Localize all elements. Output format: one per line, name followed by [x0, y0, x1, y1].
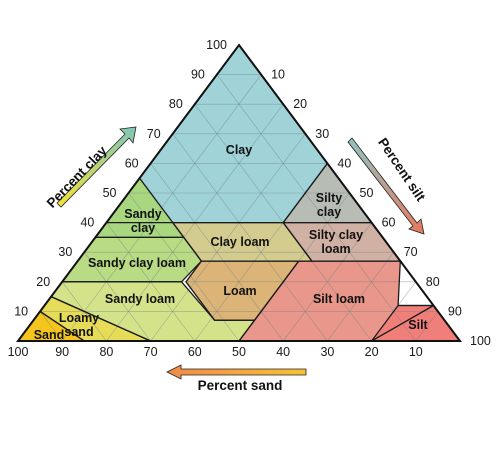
region-label-line: Silt	[408, 318, 428, 332]
clay-tick-label: 100	[206, 38, 227, 52]
region-label-silt: Silt	[408, 318, 428, 332]
region-label-silty-clay: Silty clay	[316, 191, 342, 219]
sand-tick-label: 70	[144, 345, 158, 359]
region-label-line: clay	[131, 221, 155, 235]
region-label-line: Sandy clay loam	[88, 256, 186, 270]
sand-tick-label: 90	[55, 345, 69, 359]
sand-tick-label: 10	[409, 345, 423, 359]
sand-tick-label: 100	[8, 345, 29, 359]
region-label-line: Clay loam	[210, 235, 269, 249]
silt-tick-label: 100	[470, 334, 491, 348]
region-label-line: sand	[64, 325, 93, 339]
grid-line-sand	[84, 252, 151, 342]
sand-tick-label: 60	[188, 345, 202, 359]
grid-line-silt	[150, 133, 306, 342]
region-label-line: Sandy	[124, 207, 162, 221]
clay-axis-title: Percent clay	[44, 143, 110, 211]
silt-tick-label: 30	[315, 127, 329, 141]
region-label-line: Silty	[316, 191, 342, 205]
clay-tick-label: 30	[58, 245, 72, 259]
sand-tick-label: 30	[320, 345, 334, 359]
region-label-clay: Clay	[226, 143, 252, 157]
axis-ticks: 10 20 30 40 50 60 70 80 90 100 10 20 30 40 50 60 70 80 90 1…	[8, 38, 491, 359]
clay-tick-label: 80	[169, 97, 183, 111]
sand-axis-title: Percent sand	[198, 378, 283, 393]
clay-axis-arrow	[56, 126, 137, 208]
region-label-line: Sandy loam	[105, 292, 175, 306]
silt-tick-label: 10	[271, 68, 285, 82]
region-label-loam: Loam	[223, 284, 256, 298]
silt-tick-label: 70	[404, 245, 418, 259]
silt-axis-title: Percent silt	[375, 135, 428, 204]
region-label-line: Silt loam	[313, 292, 365, 306]
region-label-clay-loam: Clay loam	[210, 235, 269, 249]
clay-tick-label: 70	[147, 127, 161, 141]
region-label-line: Sand	[34, 328, 65, 342]
sand-axis-arrow	[166, 364, 307, 380]
triangle-outline	[16, 43, 462, 342]
grid-line-silt	[282, 222, 372, 342]
silt-tick-label: 40	[337, 156, 351, 170]
silt-tick-label: 80	[426, 275, 440, 289]
region-label-sandy-clay: Sandy clay	[124, 207, 162, 235]
silt-tick-label: 20	[293, 97, 307, 111]
grid-line-silt	[415, 311, 439, 342]
clay-tick-label: 90	[191, 68, 205, 82]
sand-tick-label: 40	[276, 345, 290, 359]
grid-line-silt	[327, 252, 394, 342]
region-label-line: clay	[317, 205, 341, 219]
grid-line-sand	[128, 192, 240, 342]
region-label-sandy-clay-loam: Sandy clay loam	[88, 256, 186, 270]
silt-tick-label: 90	[448, 304, 462, 318]
clay-tick-label: 50	[103, 186, 117, 200]
region-silt-loam	[239, 261, 434, 341]
region-label-silt-loam: Silt loam	[313, 292, 365, 306]
region-label-line: Loamy	[59, 311, 99, 325]
sand-tick-label: 50	[232, 345, 246, 359]
region-label-silty-clay-loam: Silty clay loam	[309, 228, 363, 256]
region-label-line: Silty clay	[309, 228, 363, 242]
region-label-sand: Sand	[34, 328, 65, 342]
region-sandy-clay-loam	[62, 237, 202, 282]
region-loam	[186, 261, 299, 321]
sand-tick-label: 80	[99, 345, 113, 359]
grid-line-sand	[172, 133, 328, 342]
clay-tick-label: 40	[80, 216, 94, 230]
silt-tick-label: 60	[382, 216, 396, 230]
region-label-line: Clay	[226, 143, 252, 157]
silt-tick-label: 50	[360, 186, 374, 200]
region-clay-loam	[172, 222, 312, 262]
grid-line-sand	[39, 311, 63, 342]
grid-line-sand	[216, 74, 417, 342]
region-label-loamy-sand: Loamy sand	[59, 311, 99, 339]
region-label-line: Loam	[223, 284, 256, 298]
clay-tick-label: 20	[36, 275, 50, 289]
sand-tick-label: 20	[365, 345, 379, 359]
clay-tick-label: 60	[125, 156, 139, 170]
region-label-line: loam	[321, 242, 350, 256]
silt-axis-arrow	[347, 137, 425, 235]
region-silt	[371, 305, 460, 341]
clay-tick-label: 10	[14, 304, 28, 318]
region-label-sandy-loam: Sandy loam	[105, 292, 175, 306]
